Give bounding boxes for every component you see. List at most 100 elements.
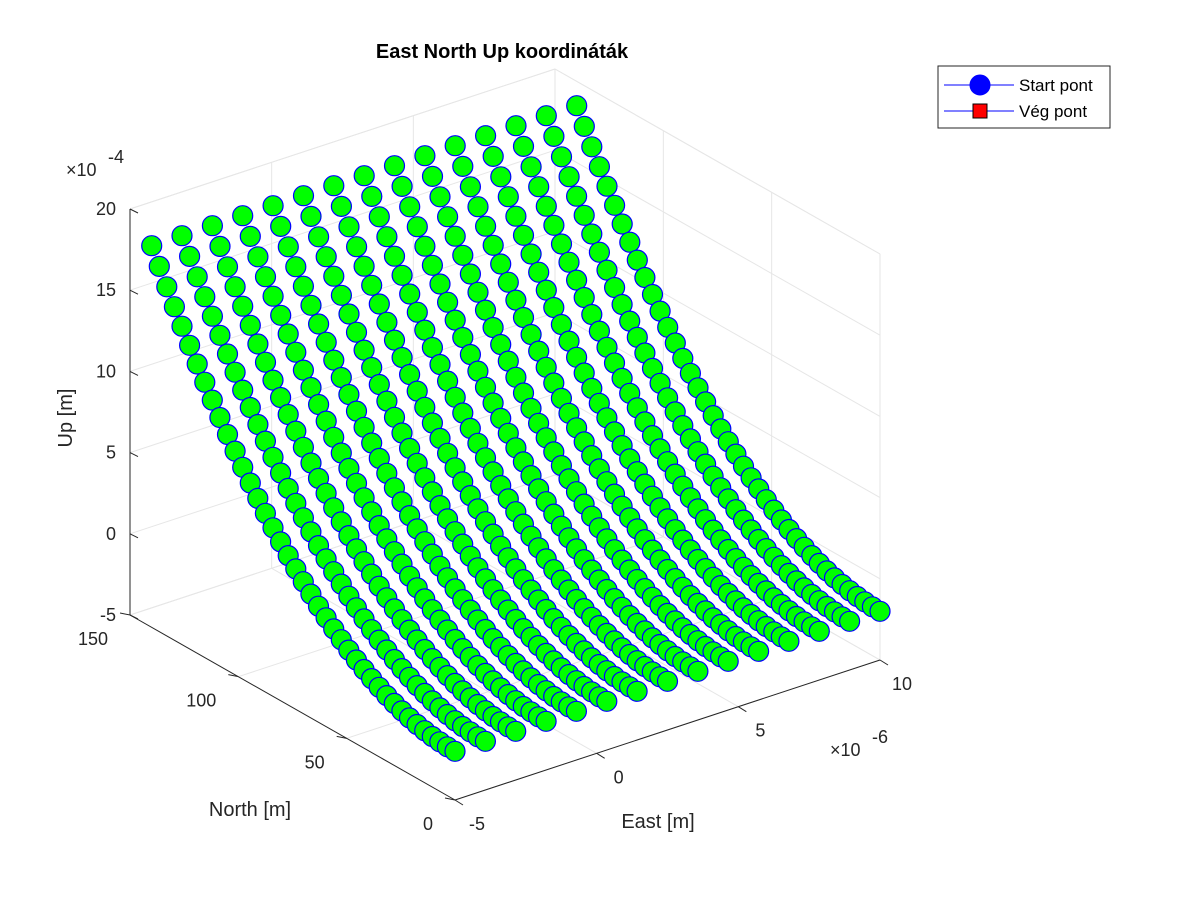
data-point	[558, 251, 580, 273]
grid-line-z-back	[129, 474, 556, 616]
data-point	[626, 680, 648, 702]
data-point	[558, 166, 580, 188]
data-point	[308, 226, 330, 248]
data-point	[656, 670, 679, 692]
data-point	[565, 700, 588, 722]
data-point	[323, 265, 345, 287]
y-tick-mark	[228, 674, 239, 678]
data-point	[292, 185, 315, 207]
data-point	[353, 255, 375, 277]
data-point	[543, 214, 565, 236]
data-point	[292, 275, 314, 297]
data-point	[353, 339, 375, 361]
data-point	[186, 353, 208, 375]
data-point	[262, 195, 284, 217]
x-tick-label: 0	[614, 767, 624, 787]
y-tick-mark	[444, 797, 456, 801]
data-point	[505, 205, 527, 227]
data-point	[156, 276, 178, 298]
data-point	[209, 235, 231, 257]
data-point	[490, 166, 512, 188]
z-tick-mark	[129, 370, 139, 376]
grid-box-edge-top-back	[129, 68, 556, 210]
data-point	[391, 264, 413, 286]
data-point	[497, 271, 519, 293]
data-point	[566, 95, 588, 117]
data-point	[550, 146, 573, 168]
data-point	[474, 299, 497, 321]
data-point	[535, 105, 557, 127]
data-point	[338, 216, 360, 238]
legend-marker-end	[972, 103, 988, 119]
data-point	[247, 246, 269, 268]
data-point	[588, 156, 611, 178]
data-point	[459, 176, 481, 198]
data-point	[315, 246, 337, 268]
data-point	[224, 276, 246, 298]
data-point	[285, 256, 307, 278]
data-point	[201, 389, 223, 411]
data-point	[543, 125, 565, 147]
legend-entry-start[interactable]: Start pont	[944, 74, 1093, 96]
data-point	[254, 351, 277, 373]
data-point	[254, 266, 277, 288]
data-point	[179, 334, 201, 356]
z-tick-label: 15	[96, 280, 116, 300]
data-point	[482, 145, 504, 167]
x-axis-label: East [m]	[621, 811, 694, 833]
data-point	[292, 359, 314, 381]
data-point	[300, 205, 322, 227]
z-axis-label: Up [m]	[55, 389, 77, 448]
data-point	[224, 361, 246, 383]
data-point	[687, 660, 709, 682]
data-point	[163, 296, 185, 318]
data-point	[869, 600, 891, 622]
x-axis-line	[454, 659, 881, 801]
z-tick-mark	[129, 289, 139, 295]
data-point	[535, 710, 557, 732]
legend-entry-end[interactable]: Vég pont	[944, 102, 1087, 121]
y-tick-label: 100	[186, 691, 216, 711]
data-point	[588, 241, 611, 263]
x-tick-label: -5	[469, 814, 485, 834]
data-point	[429, 273, 451, 295]
data-point	[421, 165, 444, 187]
data-point	[512, 224, 535, 246]
data-point	[596, 259, 618, 281]
legend-label-start: Start pont	[1019, 76, 1093, 95]
data-point	[383, 329, 406, 351]
z-exponent-power: -4	[108, 147, 124, 167]
z-tick-mark	[129, 208, 139, 214]
z-tick-label: 0	[106, 524, 116, 544]
z-tick-mark	[129, 452, 139, 458]
data-point	[505, 720, 527, 742]
grid-box-edge-top-side	[554, 68, 881, 255]
data-point	[277, 323, 299, 345]
data-point	[459, 263, 481, 285]
data-point	[300, 294, 322, 316]
z-tick-mark	[129, 533, 139, 539]
data-point	[838, 610, 861, 632]
data-point	[452, 244, 474, 266]
data-point	[717, 650, 739, 672]
data-point	[444, 309, 466, 331]
z-tick-mark	[129, 614, 139, 620]
data-point	[186, 266, 208, 288]
data-surface	[141, 95, 891, 762]
data-point	[201, 215, 223, 237]
data-point	[581, 136, 603, 158]
data-point	[216, 343, 239, 365]
data-point	[232, 379, 254, 401]
data-point	[505, 289, 527, 311]
legend-label-end: Vég pont	[1019, 102, 1087, 121]
y-axis-line	[129, 614, 456, 801]
data-point	[270, 215, 292, 237]
data-point	[368, 206, 390, 228]
data-point	[399, 196, 421, 218]
x-tick-mark	[454, 799, 464, 806]
x-tick-label: 5	[755, 721, 765, 741]
data-point	[209, 324, 231, 346]
data-point	[596, 175, 618, 197]
legend[interactable]: Start pont Vég pont	[937, 65, 1111, 129]
